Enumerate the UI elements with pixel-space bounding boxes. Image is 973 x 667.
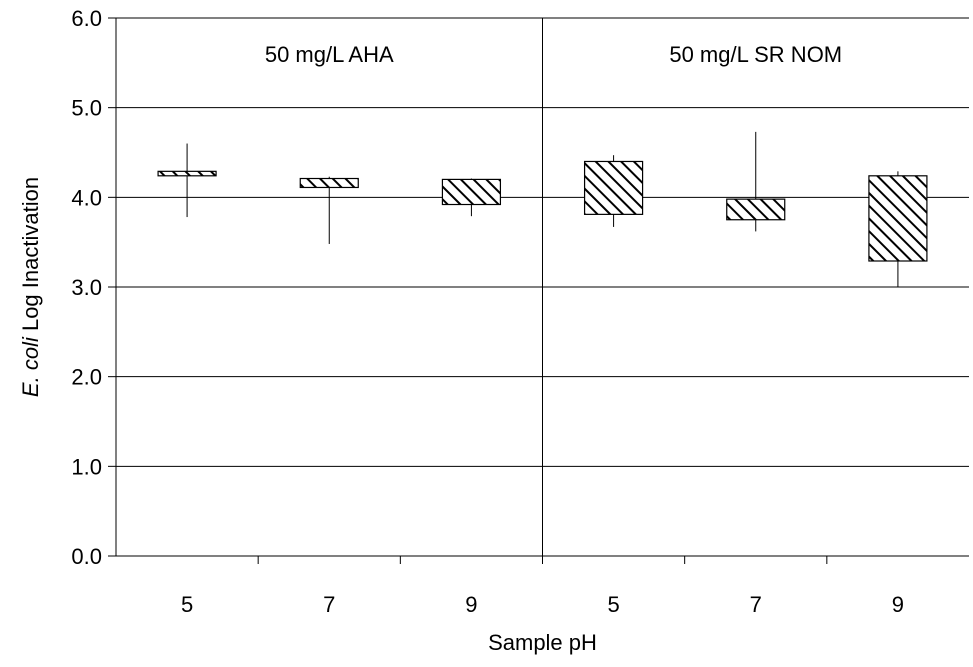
x-axis-ticks: 5 7 9 5 7 9 — [181, 556, 904, 617]
panel-label-sr-nom: 50 mg/L SR NOM — [669, 42, 842, 67]
box-sr-nom-ph9 — [868, 171, 928, 287]
box-aha-ph9 — [441, 178, 502, 217]
x-tick-label-3: 5 — [607, 592, 619, 617]
x-tick-label-4: 7 — [750, 592, 762, 617]
y-tick-label-0: 0.0 — [71, 544, 102, 569]
y-tick-label-3: 3.0 — [71, 275, 102, 300]
box-aha-ph7 — [299, 176, 359, 244]
box-sr-nom-ph7 — [726, 131, 786, 232]
box-body — [157, 170, 217, 177]
y-axis-title-italic: E. coli — [18, 336, 43, 397]
x-tick-label-5: 9 — [892, 592, 904, 617]
x-tick-label-0: 5 — [181, 592, 193, 617]
x-tick-label-2: 9 — [465, 592, 477, 617]
y-tick-label-4: 4.0 — [71, 185, 102, 210]
y-tick-label-1: 1.0 — [71, 454, 102, 479]
x-tick-label-1: 7 — [323, 592, 335, 617]
y-tick-label-5: 5.0 — [71, 96, 102, 121]
y-tick-label-2: 2.0 — [71, 365, 102, 390]
y-axis-title-rest: Log Inactivation — [18, 177, 43, 337]
box-body — [583, 160, 644, 215]
box-body — [299, 177, 359, 189]
x-axis-title: Sample pH — [488, 630, 597, 655]
box-sr-nom-ph5 — [583, 155, 644, 227]
box-body — [726, 198, 786, 221]
y-axis-ticks: 0.0 1.0 2.0 3.0 4.0 5.0 6.0 — [71, 6, 116, 569]
boxes — [157, 131, 928, 287]
panel-label-aha: 50 mg/L AHA — [265, 42, 394, 67]
box-aha-ph5 — [157, 143, 217, 218]
y-axis-title: E. coli Log Inactivation — [18, 177, 43, 397]
y-tick-label-6: 6.0 — [71, 6, 102, 31]
box-body — [441, 178, 502, 206]
box-body — [868, 175, 928, 262]
